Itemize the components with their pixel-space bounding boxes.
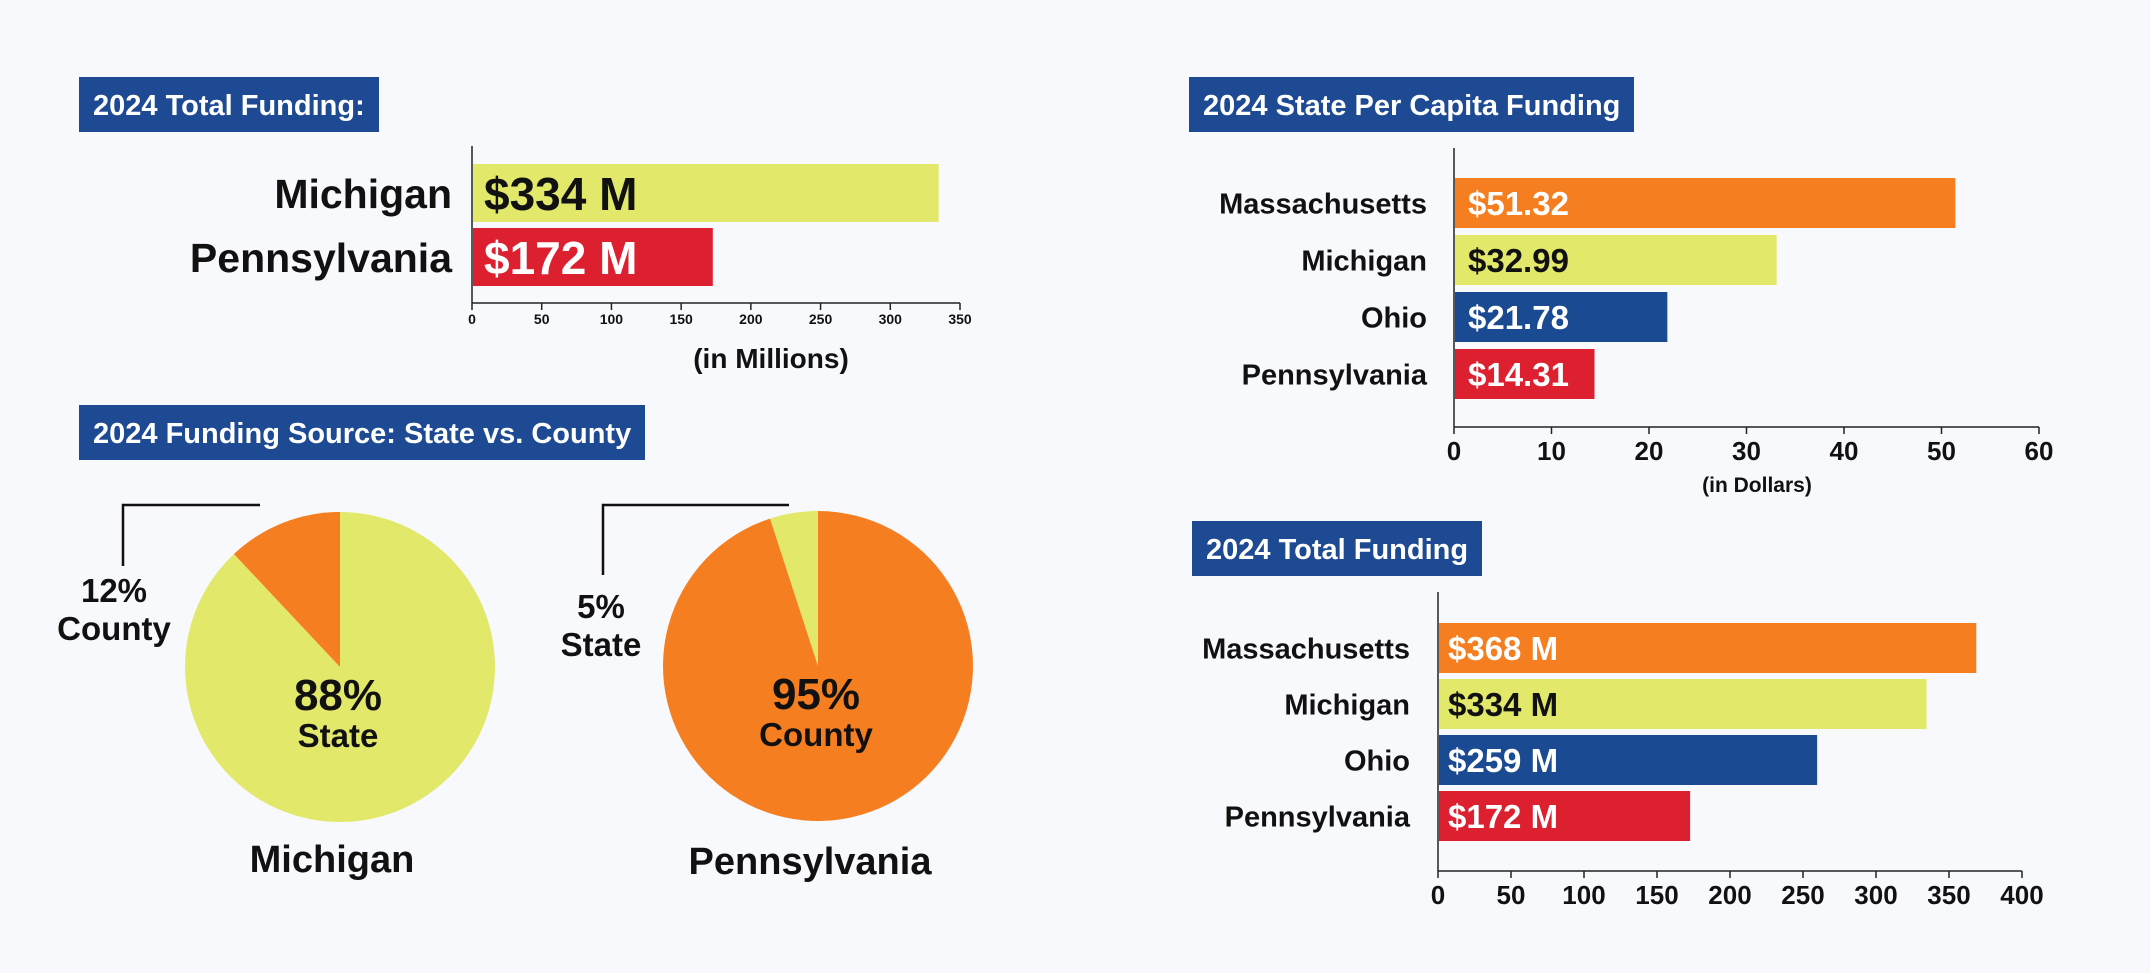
slice-name-label: State <box>298 717 379 754</box>
x-tick-label: 200 <box>739 311 763 327</box>
panel-title-total-funding-2states-text: 2024 Total Funding: <box>93 90 365 122</box>
x-tick-label: 50 <box>1497 880 1526 910</box>
bar-ohio <box>1439 735 1818 785</box>
category-label: Pennsylvania <box>1225 801 1411 833</box>
category-label: Ohio <box>1344 745 1410 777</box>
data-label: $334 M <box>484 168 637 220</box>
bar-michigan <box>473 164 939 222</box>
panel-title-total-funding-4states: 2024 Total Funding <box>1192 521 1482 576</box>
data-label: $259 M <box>1448 742 1558 779</box>
panel-title-funding-source: 2024 Funding Source: State vs. County <box>79 405 645 460</box>
category-label: Michigan <box>1301 245 1427 277</box>
x-tick-label: 0 <box>1431 880 1445 910</box>
x-tick-label: 350 <box>948 311 972 327</box>
pie-slice-county <box>233 512 340 667</box>
x-tick-label: 150 <box>669 311 693 327</box>
leader-line <box>121 503 260 566</box>
bar-chart-1: Massachusetts $51.32 Michigan $32.99 Ohio $21… <box>1219 148 2053 497</box>
panel-title-total-funding-4states-bg <box>1192 521 1482 576</box>
x-tick-label: 100 <box>600 311 624 327</box>
x-tick-label: 50 <box>1927 436 1956 466</box>
category-label: Pennsylvania <box>1242 359 1428 391</box>
slice-percent-label: 5% <box>577 588 625 625</box>
data-label: $14.31 <box>1468 356 1569 393</box>
bar-ohio <box>1455 292 1668 342</box>
bar-chart-4: Massachusetts $368 M Michigan $334 M Ohio $25… <box>1202 592 2044 910</box>
category-label: Michigan <box>274 171 452 217</box>
panel-title-total-funding-2states-bg <box>79 77 379 132</box>
x-tick-label: 30 <box>1732 436 1761 466</box>
x-tick-label: 150 <box>1635 880 1678 910</box>
category-label: Michigan <box>1284 689 1410 721</box>
category-label: Pennsylvania <box>190 235 453 281</box>
x-tick-label: 20 <box>1635 436 1664 466</box>
bar-pennsylvania <box>1455 349 1595 399</box>
x-tick-label: 10 <box>1537 436 1566 466</box>
x-tick-label: 300 <box>879 311 903 327</box>
bar-pennsylvania <box>1439 791 1691 841</box>
panel-title-total-funding-2states: 2024 Total Funding: <box>79 77 379 132</box>
slice-percent-label: 88% <box>294 671 382 720</box>
data-label: $334 M <box>1448 686 1558 723</box>
data-label: $172 M <box>1448 798 1558 835</box>
panel-title-funding-source-text: 2024 Funding Source: State vs. County <box>93 418 631 450</box>
x-tick-label: 40 <box>1830 436 1859 466</box>
data-label: $21.78 <box>1468 299 1569 336</box>
data-label: $368 M <box>1448 630 1558 667</box>
bar-michigan <box>1455 235 1777 285</box>
category-label: Ohio <box>1361 302 1427 334</box>
pie-name-label: Pennsylvania <box>689 841 933 883</box>
panel-title-funding-source-bg <box>79 405 645 460</box>
data-label: $32.99 <box>1468 242 1569 279</box>
slice-name-label: State <box>561 626 642 663</box>
category-label: Massachusetts <box>1202 633 1410 665</box>
pie-chart-michigan: 88%State 12%County Michigan <box>57 503 496 881</box>
leader-line <box>601 503 789 575</box>
bar-massachusetts <box>1439 623 1977 673</box>
x-tick-label: 400 <box>2000 880 2043 910</box>
bar-pennsylvania <box>473 228 713 286</box>
bar-massachusetts <box>1455 178 1956 228</box>
pie-name-label: Michigan <box>250 839 415 881</box>
slice-name-label: County <box>759 716 873 753</box>
panel-title-per-capita-text: 2024 State Per Capita Funding <box>1203 90 1620 122</box>
slice-percent-label: 95% <box>772 670 860 719</box>
x-tick-label: 50 <box>534 311 550 327</box>
bar-michigan <box>1439 679 1927 729</box>
data-label: $51.32 <box>1468 185 1569 222</box>
x-axis-label: (in Dollars) <box>1702 474 1812 497</box>
x-tick-label: 250 <box>1781 880 1824 910</box>
bar-chart-0: Michigan $334 M Pennsylvania $172 M 0 50 100 15… <box>190 146 972 374</box>
panel-title-total-funding-4states-text: 2024 Total Funding <box>1206 534 1468 566</box>
x-tick-label: 300 <box>1854 880 1897 910</box>
x-tick-label: 0 <box>1447 436 1461 466</box>
x-tick-label: 100 <box>1562 880 1605 910</box>
panel-title-per-capita-bg <box>1189 77 1634 132</box>
x-tick-label: 60 <box>2025 436 2054 466</box>
x-axis-label: (in Millions) <box>693 343 849 374</box>
x-tick-label: 0 <box>468 311 476 327</box>
pie-slice-state <box>770 511 818 666</box>
x-tick-label: 200 <box>1708 880 1751 910</box>
pie-chart-pennsylvania: 95%County 5%State Pennsylvania <box>561 503 973 883</box>
x-tick-label: 350 <box>1927 880 1970 910</box>
data-label: $172 M <box>484 232 637 284</box>
category-label: Massachusetts <box>1219 188 1427 220</box>
panel-title-per-capita: 2024 State Per Capita Funding <box>1189 77 1634 132</box>
slice-percent-label: 12% <box>81 572 147 609</box>
slice-name-label: County <box>57 610 171 647</box>
x-tick-label: 250 <box>809 311 833 327</box>
